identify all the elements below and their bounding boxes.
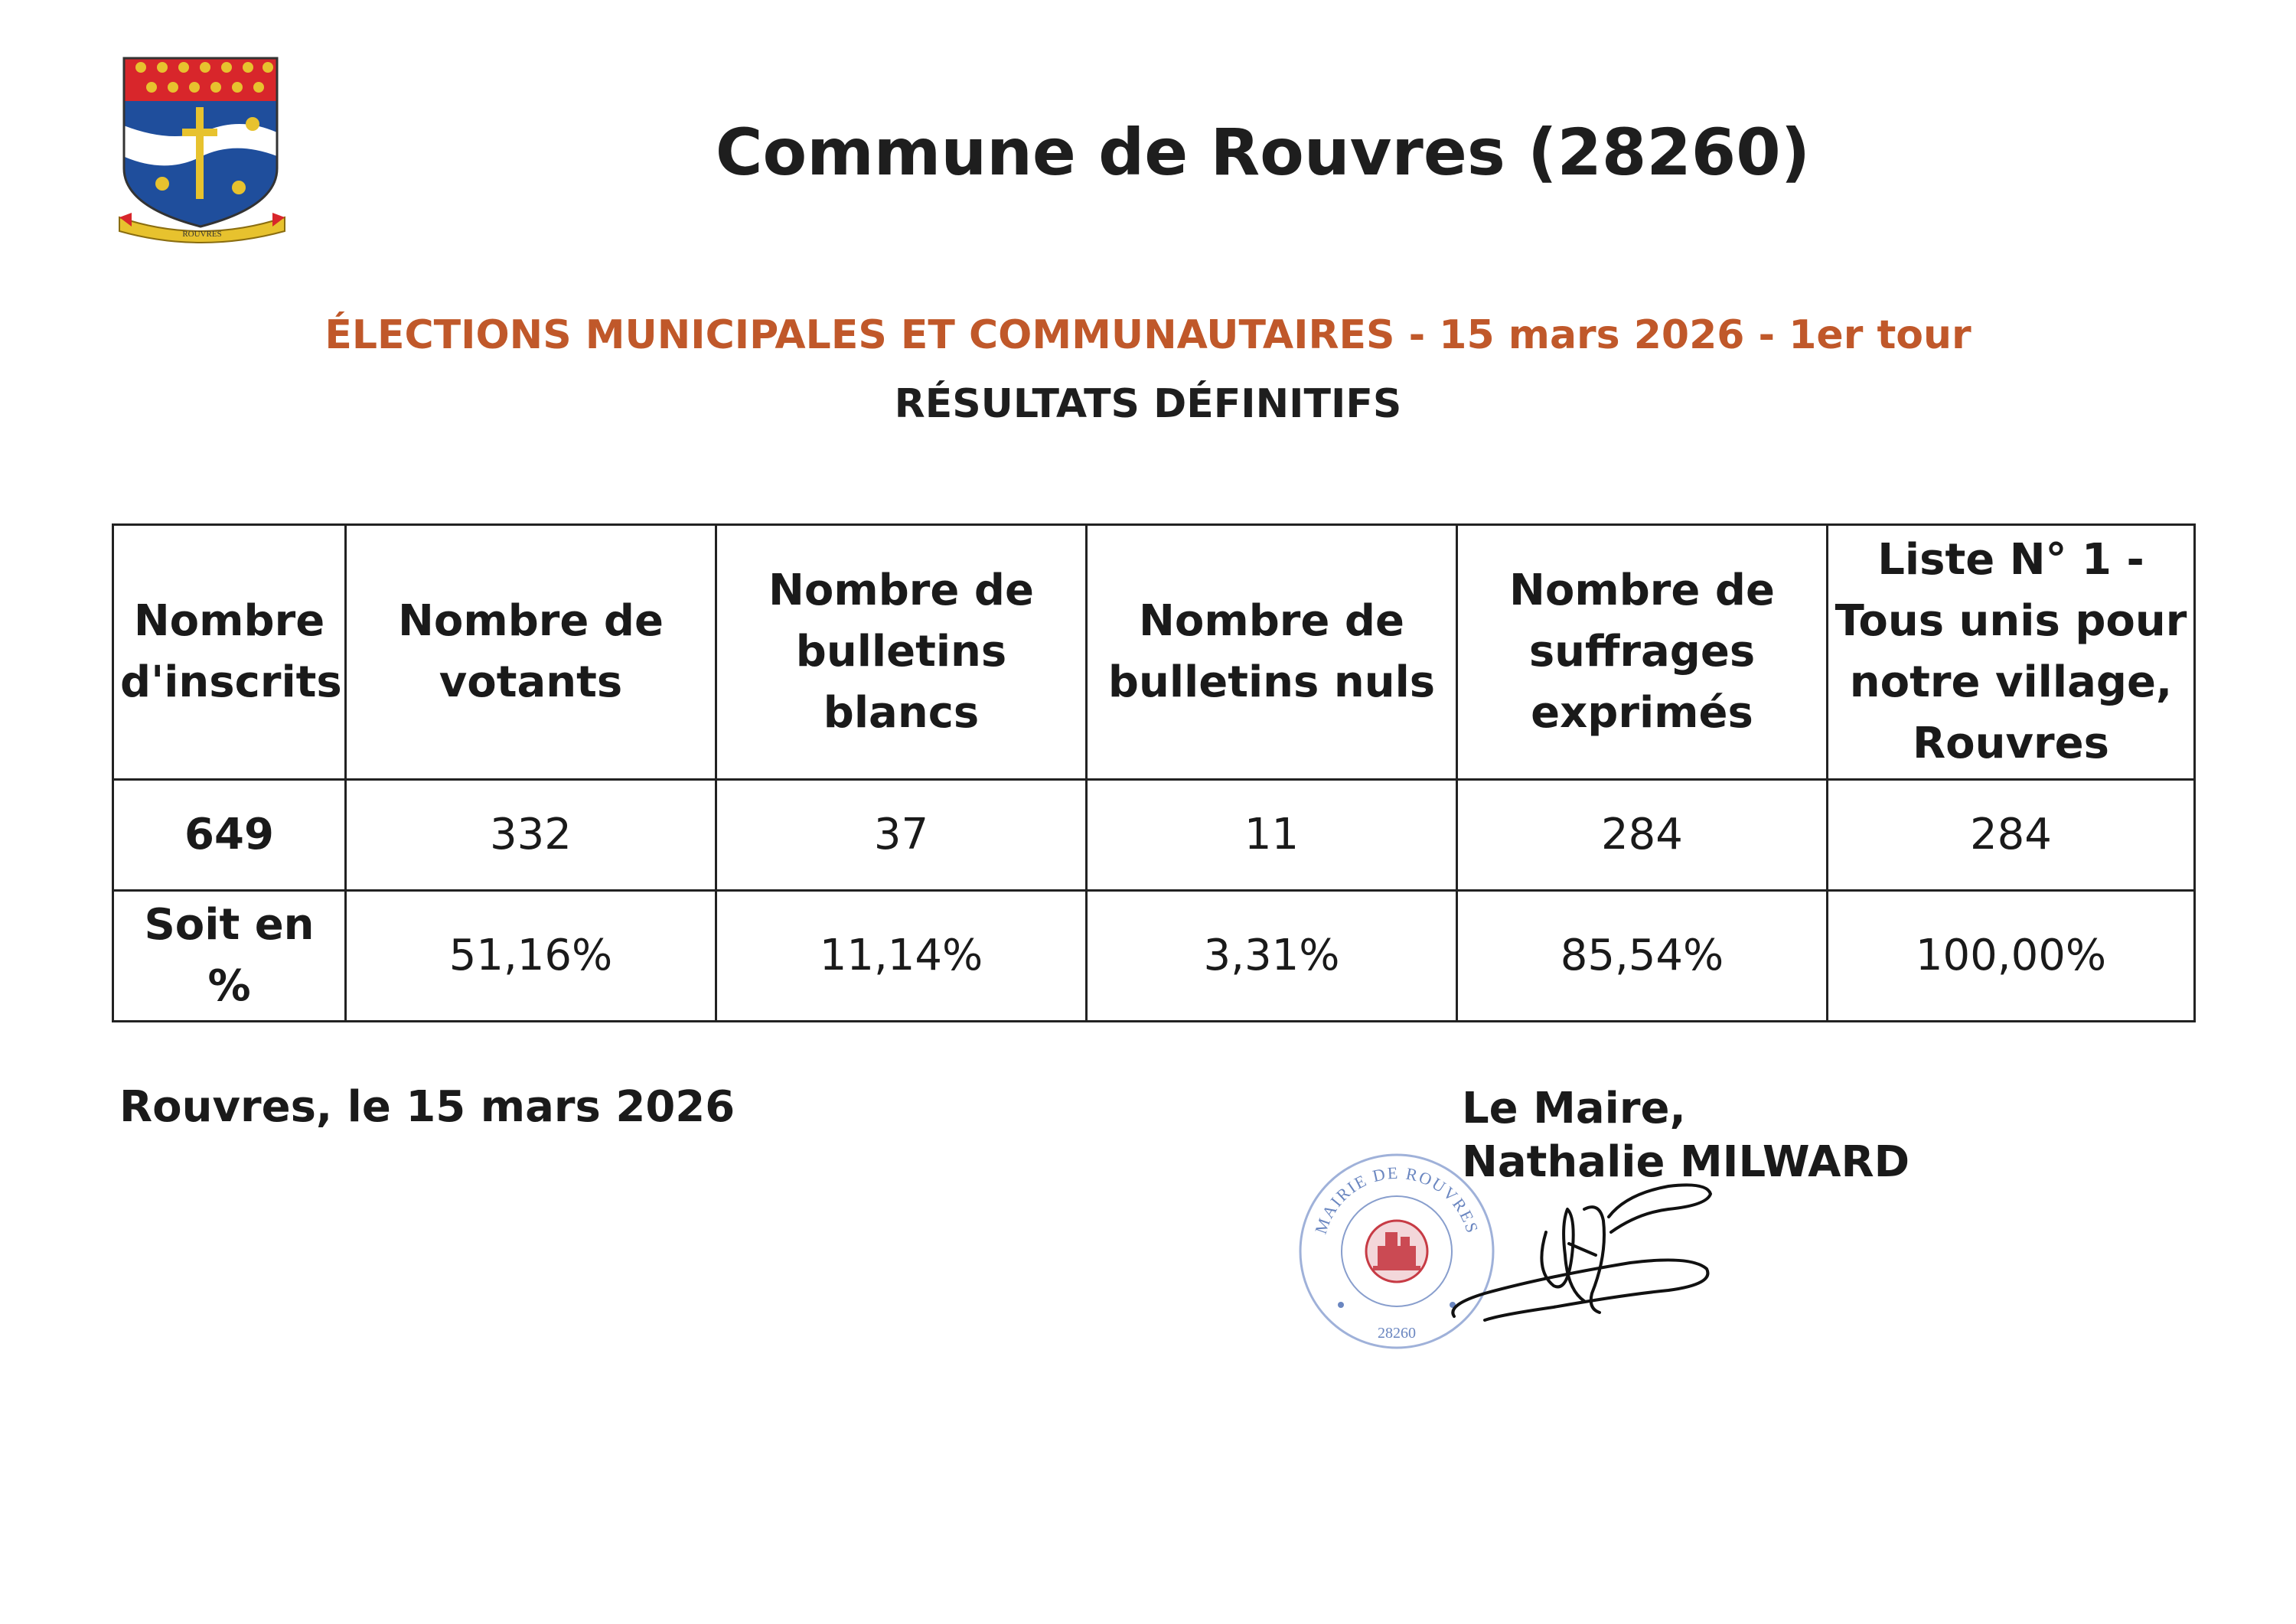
header-inscrits: Nombre d'inscrits — [112, 523, 347, 781]
page-title: Commune de Rouvres (28260) — [715, 115, 1811, 190]
mayor-title: Le Maire, — [1462, 1084, 1686, 1133]
value-blancs: 37 — [715, 778, 1088, 892]
header-exprimes: Nombre de suffrages exprimés — [1456, 523, 1828, 781]
percent-exprimes: 85,54% — [1456, 889, 1828, 1022]
percent-liste-1: 100,00% — [1826, 889, 2196, 1022]
crest-banner-label: ROUVRES — [182, 230, 221, 239]
value-nuls: 11 — [1085, 778, 1458, 892]
value-inscrits: 649 — [112, 778, 347, 892]
election-title: ÉLECTIONS MUNICIPALES ET COMMUNAUTAIRES … — [325, 312, 1971, 358]
header-votants: Nombre de votants — [344, 523, 717, 781]
results-subtitle: RÉSULTATS DÉFINITIFS — [894, 381, 1402, 427]
results-table: Nombre d'inscrits Nombre de votants Nomb… — [112, 523, 2196, 1022]
percent-label: Soit en % — [112, 889, 347, 1022]
percent-votants: 51,16% — [344, 889, 717, 1022]
mayor-name: Nathalie MILWARD — [1462, 1137, 1910, 1187]
percent-nuls: 3,31% — [1085, 889, 1458, 1022]
table-header-row: Nombre d'inscrits Nombre de votants Nomb… — [112, 523, 2196, 781]
place-and-date: Rouvres, le 15 mars 2026 — [119, 1082, 735, 1132]
coat-of-arms-logo: ROUVRES — [119, 57, 285, 243]
town-hall-seal-stamp: MAIRIE DE ROUVRES 28260 — [1299, 1153, 1495, 1349]
value-votants: 332 — [344, 778, 717, 892]
handwritten-signature — [1451, 1183, 1712, 1322]
value-exprimes: 284 — [1456, 778, 1828, 892]
seal-text-bottom: 28260 — [1378, 1325, 1416, 1342]
header-blancs: Nombre de bulletins blancs — [715, 523, 1088, 781]
table-row-values: 649 332 37 11 284 284 — [112, 778, 2196, 892]
table-row-percents: Soit en % 51,16% 11,14% 3,31% 85,54% 100… — [112, 889, 2196, 1022]
header-liste-1: Liste N° 1 - Tous unis pour notre villag… — [1826, 523, 2196, 781]
header-nuls: Nombre de bulletins nuls — [1085, 523, 1458, 781]
percent-blancs: 11,14% — [715, 889, 1088, 1022]
value-liste-1: 284 — [1826, 778, 2196, 892]
